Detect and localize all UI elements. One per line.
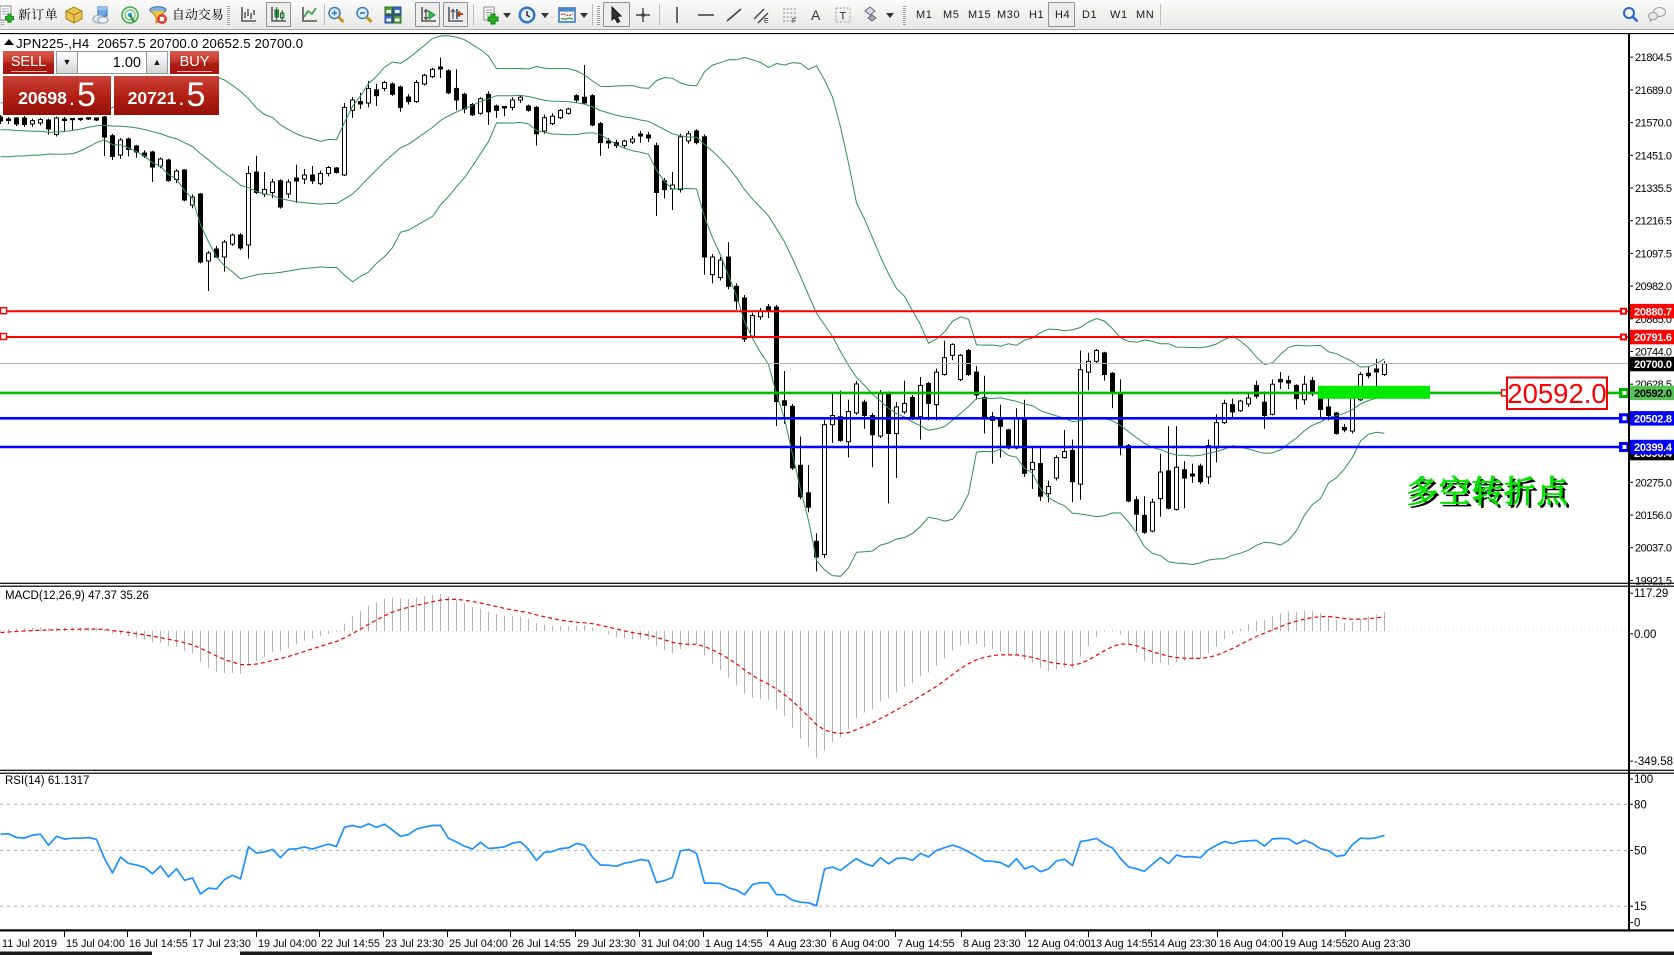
svg-text:23 Jul 23:30: 23 Jul 23:30 <box>385 938 444 950</box>
svg-text:6 Aug 04:00: 6 Aug 04:00 <box>832 938 890 950</box>
svg-text:22 Jul 14:55: 22 Jul 14:55 <box>321 938 380 950</box>
svg-text:13 Aug 14:55: 13 Aug 14:55 <box>1090 938 1154 950</box>
svg-text:29 Jul 23:30: 29 Jul 23:30 <box>577 938 636 950</box>
svg-text:RSI(14) 61.1317: RSI(14) 61.1317 <box>5 775 89 787</box>
svg-text:20037.0: 20037.0 <box>1635 543 1672 555</box>
svg-text:E: E <box>764 18 769 25</box>
svg-text:20700.0: 20700.0 <box>1634 359 1672 371</box>
svg-text:11 Jul 2019: 11 Jul 2019 <box>2 938 57 950</box>
svg-text:100: 100 <box>1634 774 1653 786</box>
svg-text:T: T <box>840 11 847 23</box>
svg-text:7 Aug 14:55: 7 Aug 14:55 <box>897 938 955 950</box>
svg-text:20744.0: 20744.0 <box>1635 347 1672 359</box>
svg-text:17 Jul 23:30: 17 Jul 23:30 <box>192 938 251 950</box>
svg-text:20399.4: 20399.4 <box>1634 442 1673 454</box>
svg-text:25 Jul 04:00: 25 Jul 04:00 <box>449 938 508 950</box>
svg-text:20791.6: 20791.6 <box>1634 332 1672 344</box>
svg-text:117.29: 117.29 <box>1634 588 1668 600</box>
svg-text:12 Aug 04:00: 12 Aug 04:00 <box>1027 938 1091 950</box>
svg-text:21451.0: 21451.0 <box>1635 150 1672 162</box>
svg-text:80: 80 <box>1634 799 1647 811</box>
svg-text:-349.58: -349.58 <box>1634 756 1673 768</box>
svg-text:31 Jul 04:00: 31 Jul 04:00 <box>641 938 700 950</box>
svg-text:0: 0 <box>1634 918 1640 930</box>
svg-text:50: 50 <box>1634 846 1647 858</box>
svg-text:19921.5: 19921.5 <box>1635 575 1672 587</box>
svg-text:21216.5: 21216.5 <box>1635 216 1672 228</box>
svg-text:21804.5: 21804.5 <box>1635 52 1672 64</box>
svg-text:4 Aug 23:30: 4 Aug 23:30 <box>769 938 827 950</box>
svg-text:21689.0: 21689.0 <box>1635 85 1672 97</box>
svg-text:F: F <box>792 18 796 25</box>
svg-text:20502.8: 20502.8 <box>1634 414 1672 426</box>
svg-text:MACD(12,26,9) 47.37 35.26: MACD(12,26,9) 47.37 35.26 <box>5 590 149 602</box>
svg-text:26 Jul 14:55: 26 Jul 14:55 <box>512 938 571 950</box>
svg-text:19 Jul 04:00: 19 Jul 04:00 <box>258 938 317 950</box>
svg-text:8 Aug 23:30: 8 Aug 23:30 <box>963 938 1021 950</box>
svg-text:A: A <box>811 7 821 23</box>
svg-text:14 Aug 23:30: 14 Aug 23:30 <box>1153 938 1217 950</box>
svg-text:20275.0: 20275.0 <box>1635 477 1672 489</box>
svg-text:15: 15 <box>1634 901 1647 913</box>
svg-text:21097.5: 21097.5 <box>1635 248 1672 260</box>
svg-text:20880.7: 20880.7 <box>1634 306 1672 318</box>
svg-text:21570.0: 21570.0 <box>1635 118 1672 130</box>
svg-text:20156.0: 20156.0 <box>1635 510 1672 522</box>
svg-text:16 Jul 14:55: 16 Jul 14:55 <box>129 938 188 950</box>
svg-text:20592.0: 20592.0 <box>1507 378 1606 409</box>
svg-text:15 Jul 04:00: 15 Jul 04:00 <box>66 938 125 950</box>
svg-text:20592.0: 20592.0 <box>1634 388 1672 400</box>
svg-text:20 Aug 23:30: 20 Aug 23:30 <box>1347 938 1411 950</box>
svg-text:1 Aug 14:55: 1 Aug 14:55 <box>705 938 763 950</box>
svg-text:21335.5: 21335.5 <box>1635 183 1672 195</box>
svg-text:0.00: 0.00 <box>1634 629 1656 641</box>
svg-text:19 Aug 14:55: 19 Aug 14:55 <box>1284 938 1348 950</box>
svg-text:20982.0: 20982.0 <box>1635 281 1672 293</box>
svg-text:16 Aug 04:00: 16 Aug 04:00 <box>1219 938 1283 950</box>
